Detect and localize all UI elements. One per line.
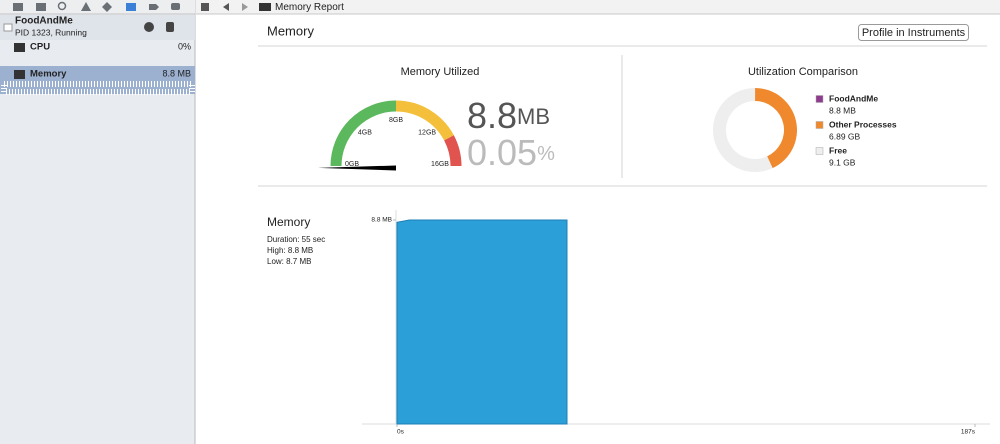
path-title[interactable]: Memory Report bbox=[275, 2, 344, 13]
panel-title: Utilization Comparison bbox=[748, 66, 858, 78]
legend-name: Other Processes bbox=[829, 119, 897, 129]
amount: 8.8MB bbox=[467, 95, 550, 136]
debug-button[interactable] bbox=[166, 22, 174, 32]
process-status: PID 1323, Running bbox=[15, 27, 87, 37]
chart-title: Memory bbox=[267, 215, 310, 229]
gauge-tick-label: 4GB bbox=[358, 130, 372, 137]
legend-swatch bbox=[815, 147, 824, 155]
x-tick-label: 187s bbox=[961, 429, 976, 436]
percent-unit: % bbox=[537, 143, 555, 165]
legend-swatch bbox=[815, 95, 824, 103]
legend-value: 9.1 GB bbox=[829, 157, 856, 167]
forward-button[interactable] bbox=[242, 3, 248, 11]
report-title: Memory bbox=[267, 23, 314, 38]
profile-button[interactable] bbox=[858, 24, 969, 41]
gauge-name[interactable]: CPU bbox=[30, 42, 50, 53]
donut-slice bbox=[712, 88, 773, 172]
grid-icon[interactable] bbox=[201, 3, 209, 11]
donut: FoodAndMe 8.8 MB Other Processes 6.89 GB Fre… bbox=[712, 88, 897, 172]
process-icon bbox=[3, 23, 13, 32]
donut-slice bbox=[755, 88, 797, 169]
gauge-tick-label: 12GB bbox=[418, 130, 436, 137]
chart-stat: High: 8.8 MB bbox=[267, 246, 313, 255]
report-icon bbox=[259, 3, 271, 11]
y-tick-label: 8.8 MB bbox=[371, 217, 392, 224]
memory-sparkline bbox=[1, 81, 195, 95]
back-button[interactable] bbox=[223, 3, 229, 11]
gauge-band bbox=[330, 100, 397, 167]
icon[interactable] bbox=[149, 4, 159, 10]
gauge-value: 8.8 MB bbox=[162, 68, 191, 78]
process-name: FoodAndMe bbox=[15, 16, 73, 27]
amount-unit: MB bbox=[517, 104, 550, 129]
icon[interactable] bbox=[13, 3, 23, 11]
legend-name: Free bbox=[829, 145, 847, 155]
legend-swatch bbox=[815, 121, 824, 129]
legend-name: FoodAndMe bbox=[829, 93, 878, 103]
icon[interactable] bbox=[171, 3, 180, 10]
gauge-name[interactable]: Memory bbox=[30, 69, 67, 80]
x-tick-label: 0s bbox=[397, 429, 405, 436]
icon[interactable] bbox=[36, 3, 46, 11]
icon[interactable] bbox=[57, 1, 67, 11]
percent-value: 0.05 bbox=[467, 132, 537, 173]
memory-area bbox=[396, 219, 568, 425]
memory-chart: Duration: 55 sec High: 8.8 MB Low: 8.7 MB 8… bbox=[267, 210, 990, 436]
navigator-toolbar bbox=[0, 0, 195, 14]
panel-title: Memory Utilized bbox=[401, 66, 480, 78]
percent: 0.05% bbox=[467, 132, 555, 173]
gauge: 0GB 4GB 8GB 12GB 16GB bbox=[318, 100, 462, 171]
jump-bar bbox=[196, 0, 1000, 14]
icon[interactable] bbox=[126, 3, 136, 11]
legend-value: 8.8 MB bbox=[829, 105, 856, 115]
button-label: Profile in Instruments bbox=[862, 27, 966, 39]
memory-icon bbox=[14, 70, 25, 79]
pause-button[interactable] bbox=[144, 22, 154, 32]
amount-value: 8.8 bbox=[467, 95, 517, 136]
gauge-band bbox=[395, 100, 454, 141]
process-row[interactable] bbox=[0, 15, 195, 40]
cpu-icon bbox=[14, 43, 25, 52]
icon[interactable] bbox=[81, 2, 91, 11]
gauge-band bbox=[444, 135, 462, 167]
chart-stat: Duration: 55 sec bbox=[267, 235, 325, 244]
gauge-needle bbox=[318, 165, 397, 171]
icon[interactable] bbox=[102, 2, 112, 12]
legend-value: 6.89 GB bbox=[829, 131, 861, 141]
gauge-tick-label: 8GB bbox=[389, 117, 403, 124]
gauge-value: 0% bbox=[178, 41, 191, 51]
gauge-tick-label: 0GB bbox=[345, 161, 359, 168]
gauge-tick-label: 16GB bbox=[431, 161, 449, 168]
navigator-icons bbox=[13, 1, 180, 12]
chart-stat: Low: 8.7 MB bbox=[267, 257, 311, 266]
